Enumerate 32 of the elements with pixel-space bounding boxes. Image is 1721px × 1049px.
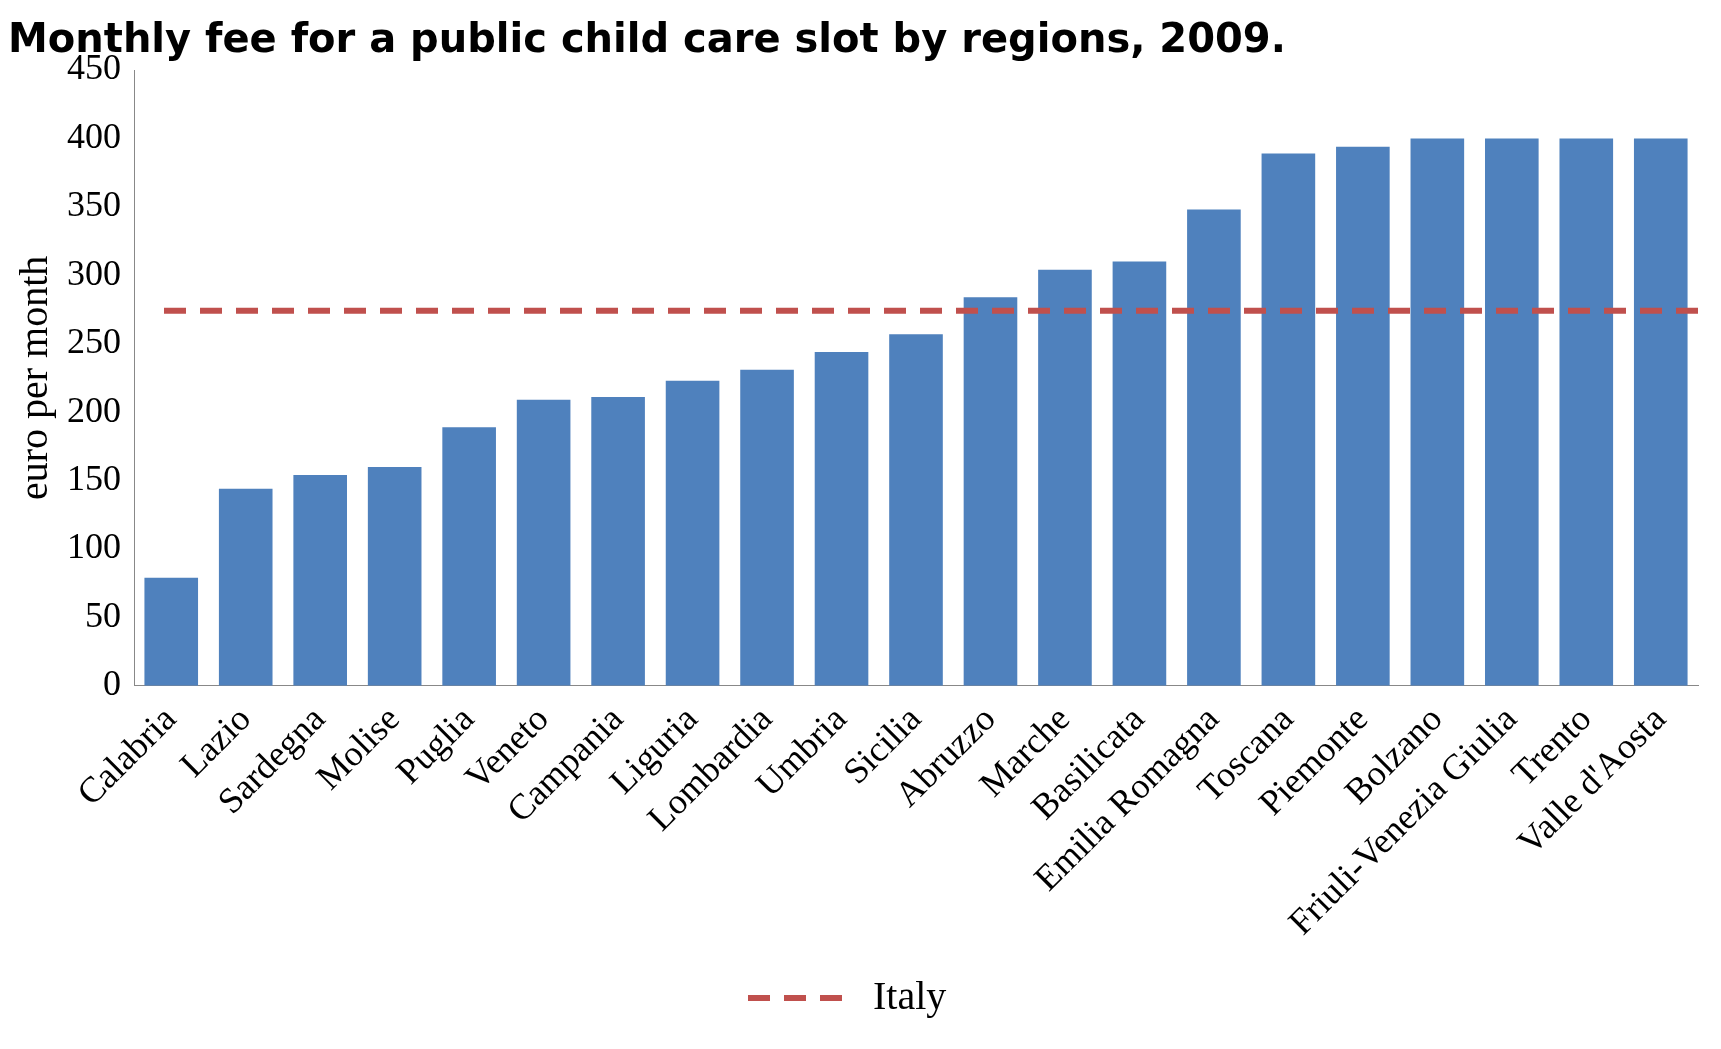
- bar: [1112, 261, 1167, 686]
- bar: [516, 399, 571, 686]
- bar: [814, 351, 869, 686]
- bar: [1261, 153, 1316, 686]
- bar: [963, 297, 1018, 686]
- bar: [1410, 138, 1465, 686]
- bar: [889, 334, 943, 686]
- bar: [144, 577, 199, 686]
- bar: [293, 475, 347, 686]
- y-tick-label: 400: [67, 115, 121, 156]
- bar: [218, 488, 273, 686]
- bar: [591, 397, 645, 686]
- y-axis-title: euro per month: [10, 255, 56, 501]
- bar: [1336, 146, 1390, 686]
- y-tick-label: 150: [67, 458, 121, 499]
- bar: [665, 380, 720, 686]
- bar: [1187, 209, 1241, 686]
- y-tick-label: 350: [67, 184, 121, 225]
- bar: [367, 466, 422, 686]
- y-tick-label: 0: [103, 663, 121, 704]
- bar: [1559, 138, 1614, 686]
- legend-label: Italy: [873, 972, 947, 1018]
- bar: [740, 369, 794, 686]
- bar: [1038, 269, 1092, 686]
- bar: [1485, 138, 1539, 686]
- y-tick-label: 100: [67, 526, 121, 567]
- y-tick-label: 50: [85, 594, 121, 635]
- bar: [442, 427, 496, 686]
- y-tick-label: 300: [67, 252, 121, 293]
- bar: [1633, 138, 1688, 686]
- y-tick-label: 250: [67, 321, 121, 362]
- y-tick-label: 200: [67, 389, 121, 430]
